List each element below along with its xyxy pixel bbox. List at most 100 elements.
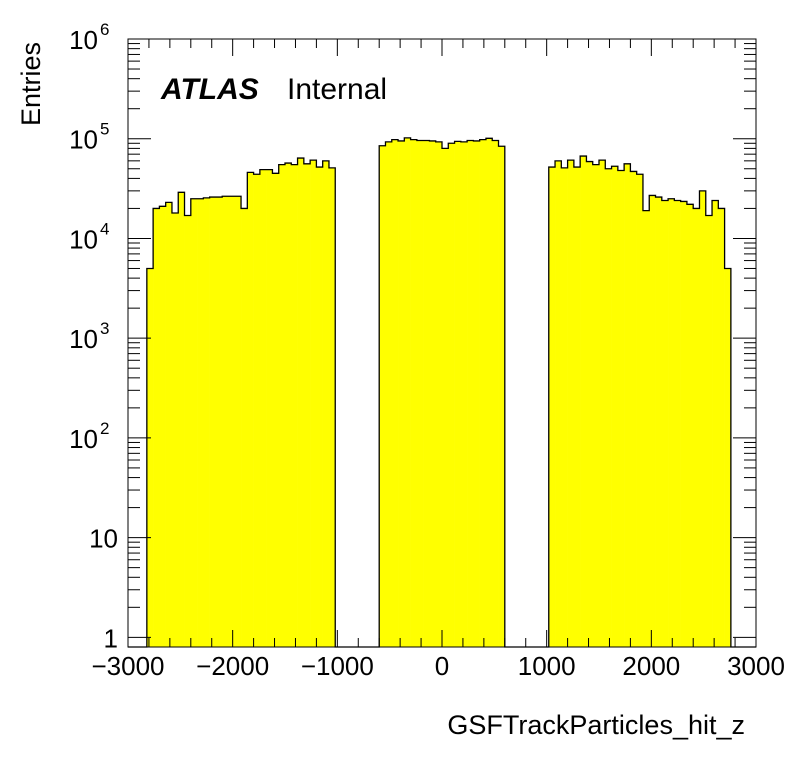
histogram-bin: [693, 208, 700, 647]
histogram-bin: [712, 200, 719, 648]
histogram-bin: [391, 139, 399, 648]
x-tick-label: 0: [435, 651, 449, 681]
histogram-bin: [228, 196, 236, 647]
histogram-bin: [624, 163, 631, 648]
histogram-bin: [668, 198, 675, 647]
histogram-bin: [203, 197, 210, 647]
histogram-bin: [454, 141, 462, 647]
histogram-bin: [253, 174, 261, 647]
histogram-bin: [379, 145, 386, 648]
histogram-bin: [285, 163, 292, 648]
x-tick-label: 3000: [727, 651, 785, 681]
y-tick-label: 10: [69, 25, 98, 55]
histogram-bin: [599, 160, 606, 647]
histogram-bin: [190, 198, 198, 647]
y-tick-exponent: 3: [100, 319, 109, 338]
histogram-bin: [686, 204, 694, 648]
histogram-bin: [636, 174, 644, 647]
histogram-bin: [592, 164, 600, 647]
histogram-bin: [498, 146, 506, 647]
y-tick-label: 10: [69, 324, 98, 354]
histogram-bin: [467, 140, 474, 647]
histogram-bin: [178, 192, 185, 647]
histogram-bin: [567, 160, 575, 647]
histogram-bin: [460, 141, 468, 648]
histogram-bin: [561, 167, 568, 647]
y-tick-label: 10: [69, 424, 98, 454]
histogram-bin: [153, 208, 160, 647]
histogram-bin: [435, 141, 443, 648]
histogram-bin: [586, 161, 594, 647]
histogram-bin: [661, 200, 669, 648]
histogram-bin: [146, 268, 154, 647]
histogram-bin: [492, 140, 499, 647]
histogram-bin: [291, 164, 298, 647]
histogram-bins: [128, 137, 756, 648]
y-tick-exponent: 4: [100, 219, 109, 238]
histogram-bin: [303, 163, 311, 648]
histogram-bin: [272, 173, 280, 647]
histogram-bin: [209, 197, 217, 647]
histogram-bin: [580, 156, 587, 647]
histogram-bin: [385, 141, 393, 648]
x-tick-labels: −3000 −2000 −1000 0 1000 2000 3000: [91, 651, 784, 681]
y-tick-exponent: 5: [100, 120, 109, 139]
histogram-bin: [278, 164, 286, 647]
histogram-bin: [423, 140, 430, 647]
x-tick-label: 2000: [622, 651, 680, 681]
histogram-bin: [724, 268, 732, 647]
histogram-bin: [479, 139, 487, 648]
internal-label: Internal: [287, 73, 387, 106]
histogram-bin: [605, 168, 612, 647]
x-tick-label: −3000: [91, 651, 164, 681]
x-tick-label: −2000: [196, 651, 269, 681]
y-tick-label: 10: [69, 125, 98, 155]
histogram-bin: [171, 212, 179, 648]
histogram-bin: [297, 158, 305, 647]
histogram-bin: [410, 139, 418, 648]
histogram-bin: [674, 200, 681, 648]
histogram-bin: [649, 195, 656, 647]
x-tick-label: −1000: [301, 651, 374, 681]
histogram-bin: [642, 210, 650, 647]
histogram-bin: [611, 166, 619, 648]
histogram-bin: [259, 169, 267, 647]
histogram-bin: [548, 167, 556, 647]
histogram-bin: [699, 190, 707, 648]
histogram-bin: [404, 137, 411, 647]
histogram-bin: [555, 160, 562, 647]
histogram-bin: [165, 202, 173, 647]
histogram-bin: [429, 140, 437, 648]
atlas-label: ATLAS: [160, 73, 259, 106]
axis-ticks: [127, 38, 757, 647]
histogram-bin: [184, 215, 192, 648]
histogram-bin: [630, 171, 637, 647]
y-axis-title: Entries: [16, 42, 46, 126]
histogram-bin: [234, 196, 242, 647]
histogram-bin: [310, 160, 317, 647]
y-tick-label: 1: [104, 623, 118, 653]
histogram-bin: [241, 208, 248, 647]
y-tick-exponent: 6: [100, 20, 109, 39]
histogram-bin: [617, 170, 625, 647]
histogram-bin: [398, 140, 405, 648]
histogram-bin: [247, 172, 254, 647]
histogram-bin: [316, 167, 323, 647]
y-tick-label: 10: [89, 524, 118, 554]
histogram-bin: [416, 140, 424, 647]
histogram-outline: [128, 137, 756, 648]
histogram-bin: [655, 197, 663, 647]
y-tick-exponent: 2: [100, 419, 109, 438]
histogram-bin: [322, 160, 330, 647]
histogram-bin: [680, 201, 688, 648]
histogram-bin: [448, 143, 455, 647]
histogram-bin: [718, 208, 725, 647]
histogram-bin: [328, 167, 336, 647]
histogram-bin: [159, 206, 166, 647]
histogram-bin: [705, 215, 713, 648]
histogram-bin: [266, 169, 273, 647]
histogram-bin: [222, 196, 229, 647]
histogram-bin: [473, 140, 480, 648]
